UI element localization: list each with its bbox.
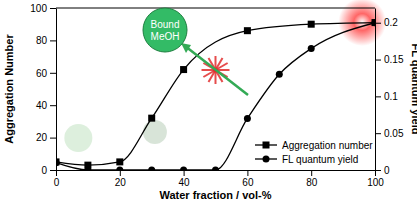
chart: 02040608010002040608010000.050.10.150.2A… — [0, 0, 417, 203]
marker — [308, 21, 315, 28]
tick-mark — [50, 138, 56, 139]
marker — [244, 27, 251, 34]
y2-axis: 0 0.05 0.1 0.15 0.2 — [375, 9, 404, 176]
tick-label: 40 — [36, 100, 48, 111]
arrow-head — [181, 43, 191, 53]
tick-label: 0.05 — [384, 128, 404, 139]
legend-item: Aggregation number — [255, 140, 373, 151]
x-axis: 0 20 40 60 80 100 — [54, 170, 385, 188]
marker — [84, 167, 91, 171]
plot: 02040608010002040608010000.050.10.150.2A… — [30, 0, 404, 188]
tick-mark — [50, 73, 56, 74]
marker — [276, 71, 283, 78]
tick-label: 20 — [115, 177, 127, 188]
micelle-icon — [143, 120, 167, 144]
tick-label: 60 — [36, 68, 48, 79]
marker — [308, 45, 315, 52]
tick: 80 — [36, 35, 56, 46]
tick-mark — [184, 170, 185, 176]
tick: 100 — [367, 170, 384, 188]
annotation-bubble — [143, 8, 187, 52]
marker — [180, 167, 187, 171]
marker — [180, 66, 187, 73]
tick-mark — [50, 8, 56, 9]
tick: 60 — [36, 68, 56, 79]
legend-item: FL quantum yield — [255, 154, 358, 165]
aggregate-icon — [203, 70, 215, 77]
tick-label: 0 — [41, 165, 47, 176]
legend: Aggregation number FL quantum yield — [255, 140, 373, 165]
tick-label: 100 — [367, 177, 384, 188]
tick: 0.05 — [375, 128, 404, 139]
tick-mark — [50, 40, 56, 41]
tick: 0 — [41, 165, 56, 176]
series-line — [56, 23, 375, 170]
aggregate-icon — [216, 63, 228, 70]
micelle-icon — [64, 124, 92, 152]
series-group — [56, 19, 375, 170]
y-axis: 0 20 40 60 80 100 — [30, 3, 56, 176]
tick: 0.2 — [375, 17, 398, 28]
tick: 40 — [36, 100, 56, 111]
tick-label: 0.1 — [384, 91, 398, 102]
tick-label: 0 — [384, 165, 390, 176]
tick: 100 — [30, 3, 56, 14]
marker — [372, 19, 376, 26]
tick-mark — [56, 170, 57, 176]
annotation-arrow — [185, 46, 248, 95]
tick-mark — [50, 170, 56, 171]
axis-line — [375, 9, 376, 171]
marker — [116, 167, 123, 171]
x-axis-title: Water fraction / vol-% — [159, 189, 271, 201]
tick-mark — [120, 170, 121, 176]
legend-marker — [263, 142, 270, 149]
tick-label: 40 — [179, 177, 191, 188]
marker — [56, 159, 60, 166]
series-line — [56, 23, 375, 166]
tick-mark — [311, 170, 312, 176]
tick-label: 0.2 — [384, 17, 398, 28]
tick: 0 — [375, 165, 390, 176]
tick: 20 — [115, 170, 127, 188]
tick-label: 0 — [54, 177, 60, 188]
tick-mark — [247, 170, 248, 176]
tick: 80 — [306, 170, 318, 188]
marker — [212, 167, 219, 171]
plot-frame — [56, 8, 375, 9]
tick-label: 100 — [30, 3, 47, 14]
annotation: BoundMeOH — [143, 8, 248, 95]
y-axis-title: Aggregation Number — [3, 34, 15, 144]
tick-mark — [375, 96, 381, 97]
annotation-text: BoundMeOH — [151, 19, 180, 42]
y2-axis-title: FL quantum yield — [410, 44, 417, 135]
tick: 60 — [242, 170, 254, 188]
tick-label: 0.15 — [384, 54, 404, 65]
tick-label: 60 — [242, 177, 254, 188]
tick: 0.1 — [375, 91, 398, 102]
tick-mark — [375, 170, 381, 171]
legend-label: FL quantum yield — [282, 154, 358, 165]
marker — [244, 115, 251, 122]
tick-label: 80 — [306, 177, 318, 188]
legend-label: Aggregation number — [282, 140, 373, 151]
marker — [148, 167, 155, 171]
legend-marker — [263, 156, 270, 163]
marker — [56, 158, 60, 165]
tick: 40 — [179, 170, 191, 188]
tick-mark — [375, 23, 381, 24]
marker — [116, 158, 123, 165]
tick-label: 80 — [36, 35, 48, 46]
tick-mark — [50, 105, 56, 106]
axis-line — [57, 170, 376, 171]
marker — [372, 19, 376, 26]
tick-mark — [375, 133, 381, 134]
tick-mark — [375, 60, 381, 61]
tick: 0 — [54, 170, 60, 188]
tick-label: 20 — [36, 132, 48, 143]
tick: 0.15 — [375, 54, 404, 65]
tick: 20 — [36, 132, 56, 143]
marker — [148, 115, 155, 122]
axis-line — [56, 9, 57, 171]
